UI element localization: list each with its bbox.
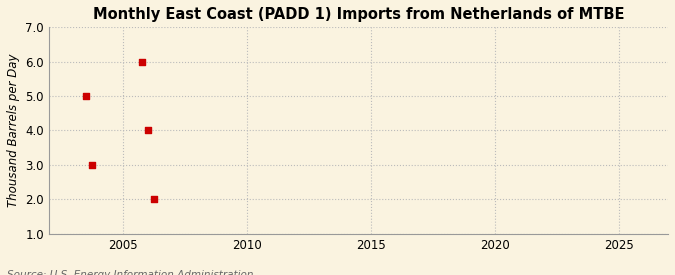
Text: Source: U.S. Energy Information Administration: Source: U.S. Energy Information Administ… [7,271,253,275]
Point [81,94,92,98]
Point [142,128,153,133]
Point [148,197,159,202]
Point [87,163,98,167]
Title: Monthly East Coast (PADD 1) Imports from Netherlands of MTBE: Monthly East Coast (PADD 1) Imports from… [92,7,624,22]
Y-axis label: Thousand Barrels per Day: Thousand Barrels per Day [7,54,20,207]
Point [136,59,147,64]
